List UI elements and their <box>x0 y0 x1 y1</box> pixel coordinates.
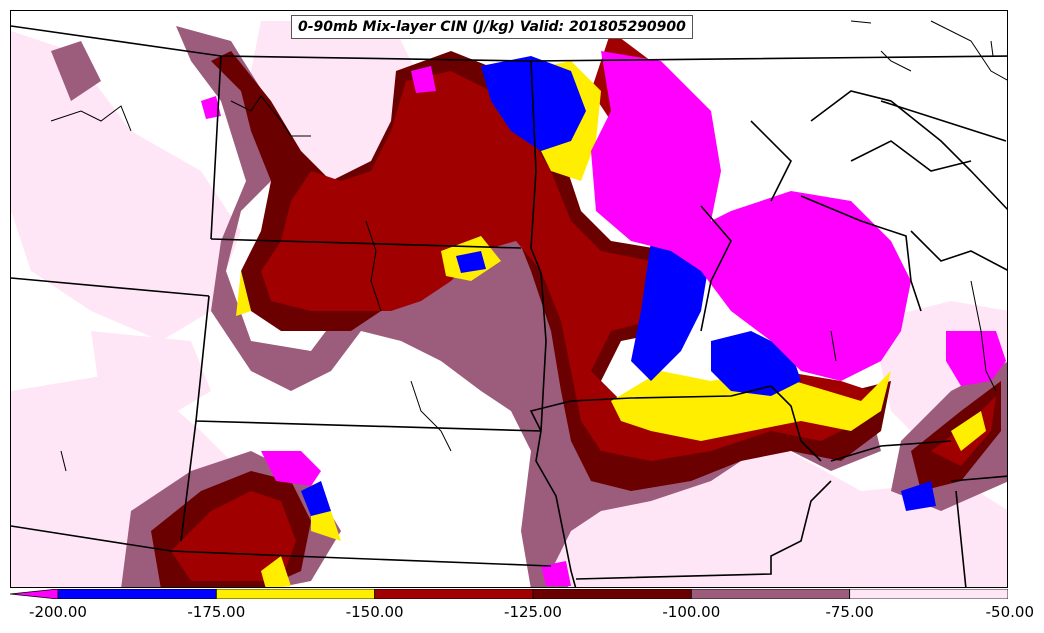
cin-map <box>11 20 1007 587</box>
boundary-lines <box>11 25 1007 587</box>
colorbar-bin <box>690 589 851 599</box>
map-panel <box>10 10 1008 588</box>
shade-magenta <box>201 51 1006 586</box>
colorbar-tick-label: -50.00 <box>985 603 1034 621</box>
colorbar-bin <box>215 589 376 599</box>
map-title: 0-90mb Mix-layer CIN (J/kg) Valid: 20180… <box>291 15 693 39</box>
shade-blue <box>301 56 936 516</box>
water-lines <box>50 20 1007 472</box>
colorbar-bin <box>57 589 217 599</box>
colorbar <box>10 589 1008 599</box>
colorbar-tick-label: -125.00 <box>504 603 562 621</box>
colorbar-tick-label: -175.00 <box>187 603 246 621</box>
colorbar-tick-label: -150.00 <box>345 603 404 621</box>
colorbar-bin <box>849 589 1008 599</box>
colorbar-tick-label: -100.00 <box>662 603 721 621</box>
colorbar-tick-label: -75.00 <box>825 603 874 621</box>
colorbar-tick-label: -200.00 <box>29 603 87 621</box>
cin-shading <box>11 21 1007 587</box>
colorbar-bin <box>532 589 692 599</box>
colorbar-extension-below <box>10 589 59 599</box>
colorbar-bin <box>374 589 534 599</box>
